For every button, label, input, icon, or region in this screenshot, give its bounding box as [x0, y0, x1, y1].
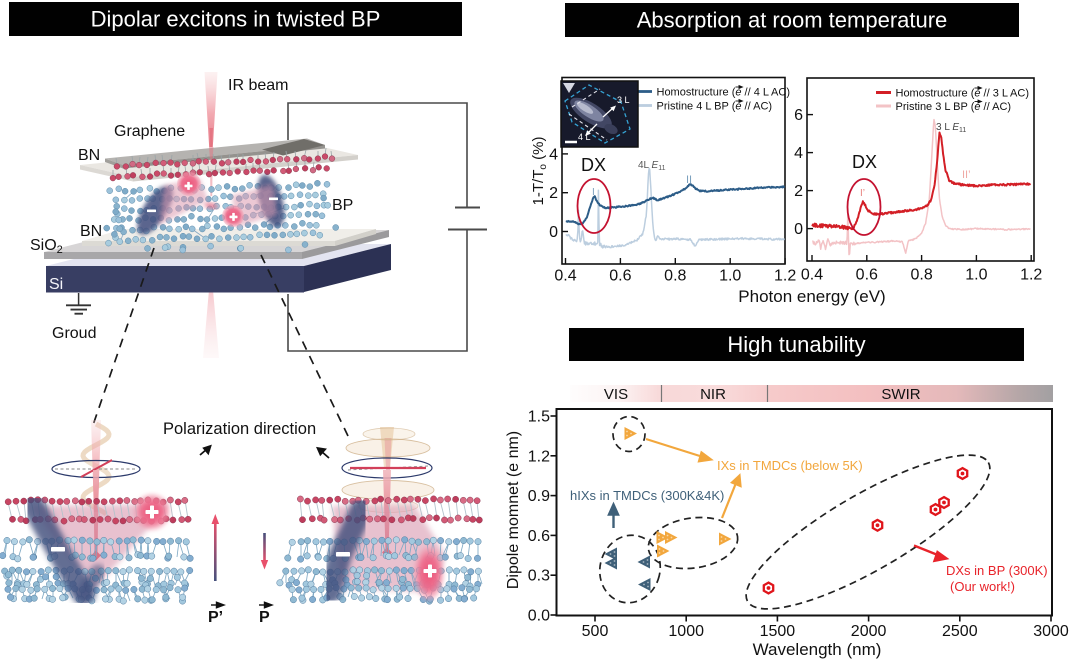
svg-text:Dipole momnet (e nm): Dipole momnet (e nm) [505, 431, 522, 589]
svg-text:BN: BN [78, 147, 100, 164]
svg-text:DX: DX [852, 152, 877, 172]
svg-text:3 L E11: 3 L E11 [936, 122, 966, 134]
svg-text:P: P [259, 609, 270, 626]
svg-text:2: 2 [794, 183, 803, 200]
svg-text:2500: 2500 [942, 623, 978, 640]
svg-text:SiO2: SiO2 [30, 237, 63, 256]
svg-text:1.2: 1.2 [774, 268, 796, 285]
svg-text:0.0: 0.0 [528, 608, 550, 625]
svg-text:4: 4 [549, 146, 558, 163]
svg-text:Groud: Groud [52, 325, 96, 342]
svg-text:4 L: 4 L [578, 132, 591, 142]
svg-text:(Our work!): (Our work!) [950, 579, 1015, 594]
svg-text:3000: 3000 [1033, 623, 1069, 640]
svg-text:0.8: 0.8 [664, 268, 686, 285]
svg-text:II: II [686, 174, 692, 186]
svg-text:Dipolar excitons in twisted BP: Dipolar excitons in twisted BP [91, 7, 381, 32]
svg-text:I: I [592, 187, 595, 198]
svg-text:2: 2 [549, 185, 558, 202]
svg-text:4: 4 [794, 145, 803, 162]
svg-text:IR beam: IR beam [228, 77, 288, 94]
svg-text:SWIR: SWIR [881, 386, 920, 403]
svg-text:1000: 1000 [668, 623, 704, 640]
svg-text:Pristine 3 L BP (e // AC): Pristine 3 L BP (e // AC) [896, 101, 1012, 113]
svg-text:500: 500 [582, 623, 609, 640]
svg-text:Pristine 4 L BP (e // AC): Pristine 4 L BP (e // AC) [657, 101, 773, 113]
svg-text:0.4: 0.4 [801, 267, 823, 284]
svg-text:Wavelength (nm): Wavelength (nm) [753, 640, 882, 659]
svg-text:1.5: 1.5 [528, 409, 550, 426]
svg-text:Homostructure (e // 4 L AC): Homostructure (e // 4 L AC) [657, 87, 791, 99]
svg-text:Absorption at room temperature: Absorption at room temperature [637, 8, 948, 33]
svg-text:1-T/To (%): 1-T/To (%) [530, 137, 549, 206]
svg-text:0.9: 0.9 [528, 488, 550, 505]
svg-text:Photon energy (eV): Photon energy (eV) [738, 287, 885, 306]
svg-text:Homostructure (e // 3 L AC): Homostructure (e // 3 L AC) [896, 88, 1030, 100]
svg-text:0: 0 [794, 221, 803, 238]
svg-text:1.2: 1.2 [528, 448, 550, 465]
svg-text:3 L: 3 L [617, 95, 630, 105]
svg-text:2000: 2000 [851, 623, 887, 640]
svg-text:0.8: 0.8 [910, 267, 932, 284]
svg-text:0.6: 0.6 [609, 268, 631, 285]
svg-text:0: 0 [549, 224, 558, 241]
svg-text:1.0: 1.0 [965, 267, 987, 284]
svg-text:DXs in BP (300K): DXs in BP (300K) [946, 563, 1048, 578]
svg-text:1500: 1500 [760, 623, 796, 640]
svg-text:VIS: VIS [604, 386, 628, 403]
svg-text:NIR: NIR [700, 386, 726, 403]
svg-text:0.4: 0.4 [554, 268, 576, 285]
svg-text:6: 6 [794, 107, 803, 124]
svg-text:0.3: 0.3 [528, 568, 550, 585]
svg-text:1.2: 1.2 [1020, 267, 1042, 284]
svg-text:Graphene: Graphene [114, 123, 185, 140]
svg-text:BN: BN [80, 223, 102, 240]
svg-text:IXs in TMDCs (below 5K): IXs in TMDCs (below 5K) [717, 458, 863, 473]
svg-text:1.0: 1.0 [719, 268, 741, 285]
svg-text:DX: DX [581, 155, 606, 175]
svg-text:Si: Si [49, 276, 63, 293]
svg-text:0.6: 0.6 [856, 267, 878, 284]
svg-text:Polarization direction: Polarization direction [163, 420, 316, 438]
svg-text:0.6: 0.6 [528, 528, 550, 545]
svg-text:I’: I’ [860, 188, 865, 199]
svg-text:hIXs in TMDCs (300K&4K): hIXs in TMDCs (300K&4K) [570, 488, 724, 503]
svg-text:BP: BP [332, 197, 353, 214]
svg-text:P’: P’ [208, 609, 223, 626]
svg-text:II’: II’ [962, 169, 971, 181]
svg-text:High tunability: High tunability [727, 332, 865, 357]
